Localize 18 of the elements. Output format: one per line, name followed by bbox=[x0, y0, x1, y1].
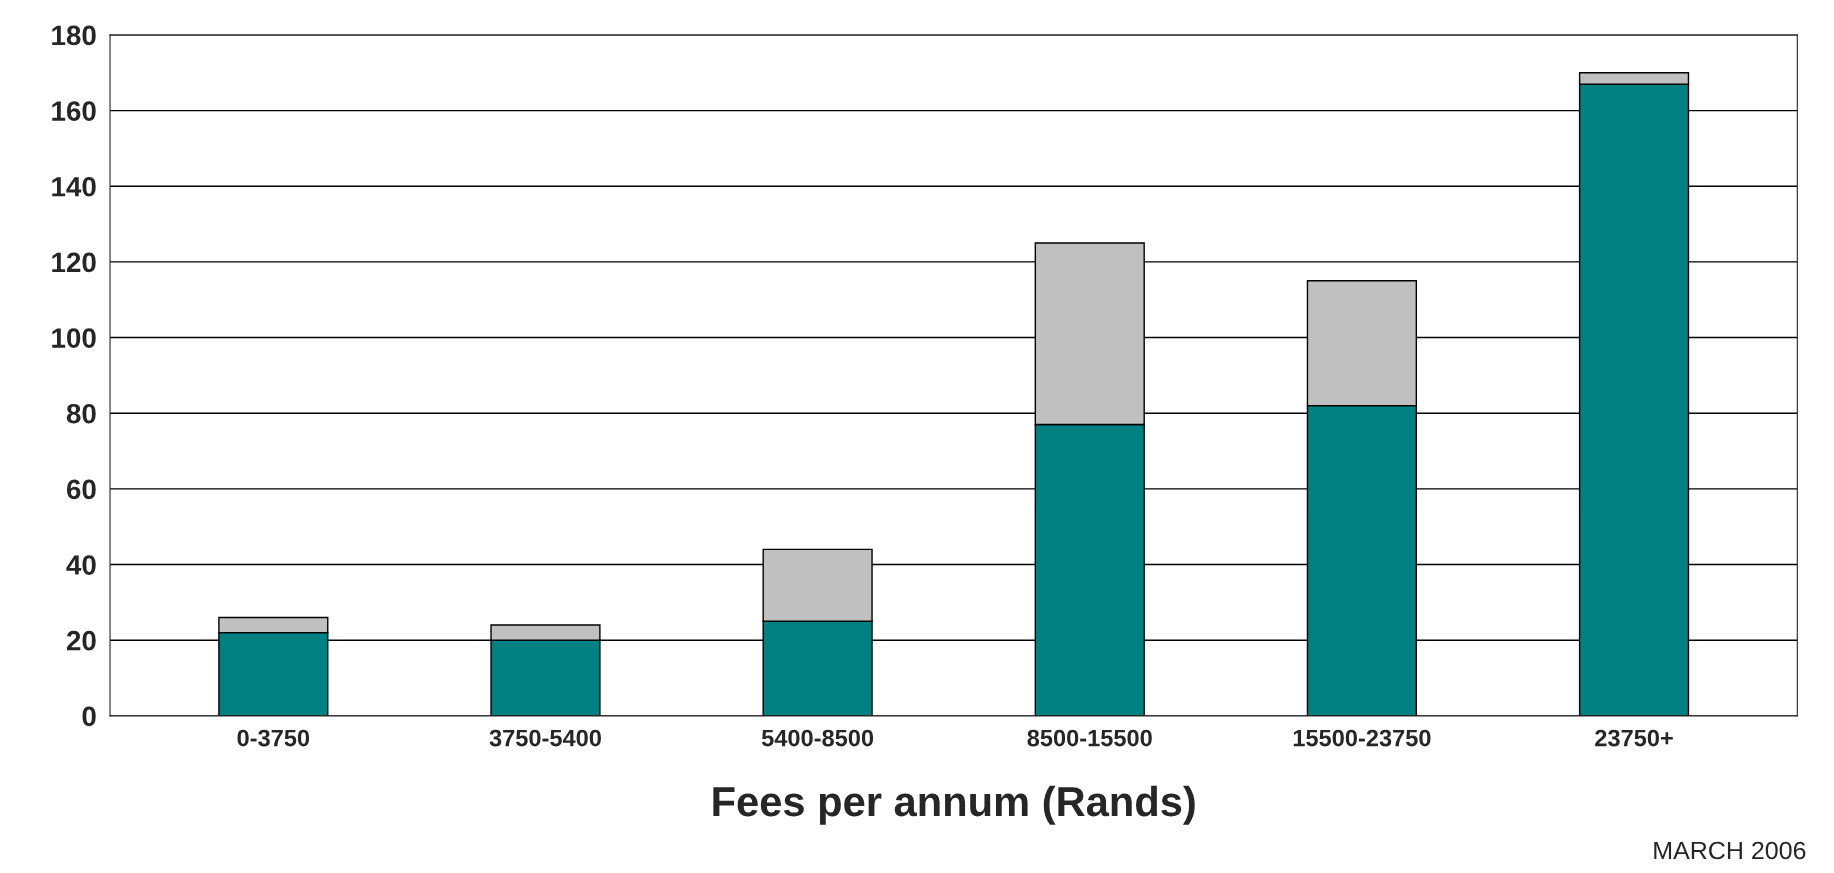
x-tick-label: 23750+ bbox=[1595, 729, 1673, 747]
x-axis-title: Fees per annum (Rands) bbox=[713, 785, 1195, 825]
x-tick-label: 3750-5400 bbox=[489, 729, 601, 747]
x-tick-label: 15500-23750 bbox=[1293, 729, 1431, 747]
y-tick-label: 180 bbox=[52, 25, 96, 46]
y-tick-label: 140 bbox=[52, 176, 96, 197]
y-tick-label: 40 bbox=[66, 555, 96, 575]
y-tick-label: 20 bbox=[66, 630, 96, 651]
text: MARCH 2006 bbox=[1654, 841, 1806, 860]
x-tick-label: 5400-8500 bbox=[761, 729, 874, 747]
y-tick-label: 120 bbox=[52, 252, 96, 273]
y-tick-label: 100 bbox=[52, 328, 96, 348]
x-tick-label: 0-3750 bbox=[237, 729, 310, 747]
y-tick-label: 160 bbox=[52, 101, 96, 121]
y-tick-label: 80 bbox=[66, 403, 96, 424]
y-tick-label: 0 bbox=[82, 706, 96, 727]
y-tick-label: 60 bbox=[66, 479, 96, 500]
x-tick-label: 8500-15500 bbox=[1027, 729, 1152, 747]
